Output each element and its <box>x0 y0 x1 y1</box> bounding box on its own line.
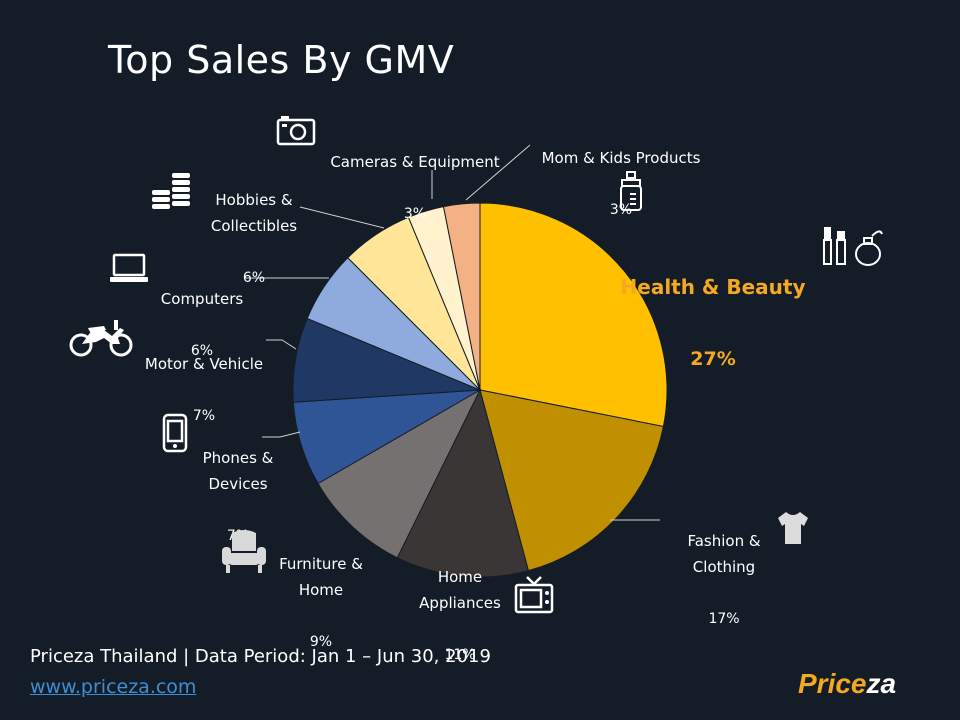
chart-title: Top Sales By GMV <box>108 38 455 82</box>
tv-icon <box>514 576 554 614</box>
priceza-link[interactable]: www.priceza.com <box>30 676 197 698</box>
logo-part1: Price <box>798 668 867 699</box>
label-furniture: Furniture & Home 9% <box>266 525 376 681</box>
label-furniture-pct: 9% <box>309 634 333 650</box>
label-health-beauty: Health & Beauty 27% <box>618 233 808 413</box>
label-fashion-pct: 17% <box>708 611 740 627</box>
priceza-logo: Priceza <box>798 668 896 700</box>
label-computers-pct: 6% <box>190 343 214 359</box>
phone-icon <box>162 413 188 453</box>
label-computers-name: Computers <box>160 290 244 308</box>
label-home-appliances-name: Home Appliances <box>419 568 501 612</box>
label-fashion: Fashion & Clothing 17% <box>672 502 776 658</box>
armchair-icon <box>222 530 266 573</box>
leader-line-phones <box>262 431 301 438</box>
label-mom-kids: Mom & Kids Products 3% <box>526 119 716 249</box>
baby-bottle-icon <box>620 171 642 211</box>
cosmetics-icon <box>823 227 883 266</box>
label-hobbies-name: Hobbies & Collectibles <box>210 191 298 235</box>
leader-line-motor <box>266 339 297 350</box>
label-home-appliances: Home Appliances 11% <box>405 538 515 694</box>
label-phones-name: Phones & Devices <box>202 449 274 493</box>
label-cameras: Cameras & Equipment 3% <box>320 123 510 253</box>
pie-slice-furniture-home <box>317 388 482 559</box>
footer-source: Priceza Thailand | Data Period: Jan 1 – … <box>30 646 491 667</box>
pie-slice-fashion-clothing <box>479 389 664 572</box>
label-computers: Computers 6% <box>152 260 252 390</box>
label-mom-kids-name: Mom & Kids Products <box>541 149 701 167</box>
leader-line-hobbies <box>299 206 385 229</box>
label-motor-name: Motor & Vehicle <box>144 355 264 373</box>
pie-slice-health-beauty <box>479 202 668 428</box>
label-furniture-name: Furniture & Home <box>279 555 363 599</box>
logo-part2: za <box>866 668 897 699</box>
label-cameras-name: Cameras & Equipment <box>330 153 500 171</box>
label-motor: Motor & Vehicle 7% <box>136 325 272 455</box>
pie-slice-mom-kids-products <box>442 202 481 391</box>
label-motor-pct: 7% <box>192 408 216 424</box>
leader-line-mom <box>465 144 531 201</box>
laptop-icon <box>110 253 148 282</box>
coins-icon <box>152 173 190 209</box>
label-hobbies-pct: 6% <box>242 270 266 286</box>
label-hobbies: Hobbies & Collectibles 6% <box>198 161 310 317</box>
label-home-appliances-pct: 11% <box>444 647 476 663</box>
pie-slice-home-appliances <box>396 388 530 578</box>
camera-icon <box>276 116 316 146</box>
label-health-beauty-name: Health & Beauty <box>620 275 806 299</box>
motorcycle-icon <box>69 320 133 357</box>
label-cameras-pct: 3% <box>403 206 427 222</box>
label-health-beauty-pct: 27% <box>690 348 736 370</box>
tshirt-icon <box>778 512 808 544</box>
label-fashion-name: Fashion & Clothing <box>687 532 761 576</box>
